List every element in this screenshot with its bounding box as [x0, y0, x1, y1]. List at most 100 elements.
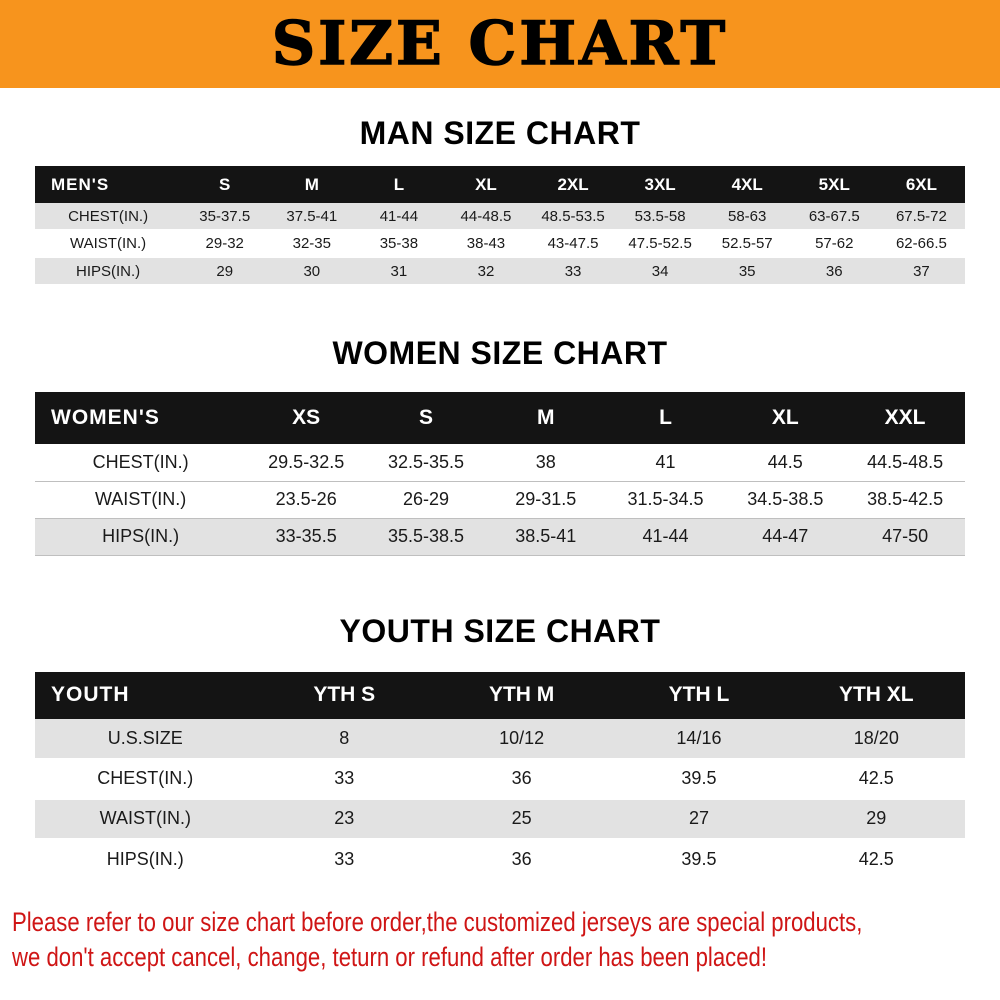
size-value: 31.5-34.5 — [627, 489, 704, 509]
table-title-cell: MEN'S — [35, 166, 182, 203]
size-value: 35-38 — [379, 235, 419, 252]
size-value: 31 — [390, 262, 408, 280]
size-value: 44.5 — [767, 451, 803, 472]
size-value: 29 — [216, 262, 234, 280]
column-header: YTH L — [610, 671, 788, 719]
column-header: 2XL — [529, 166, 617, 203]
size-value: 48.5-53.5 — [541, 207, 605, 225]
size-value: 29.5-32.5 — [268, 451, 345, 472]
column-header: XXL — [845, 392, 965, 444]
size-chart-banner: SIZE CHART — [0, 0, 1000, 88]
column-header: YTH XL — [787, 671, 965, 719]
size-value: 36 — [825, 262, 843, 280]
table-title-cell: WOMEN'S — [35, 392, 247, 444]
table-row: HIPS(IN.) 33 36 39.5 42.5 — [35, 838, 965, 879]
size-value: 42.5 — [858, 848, 894, 869]
table-row: HIPS(IN.) 33-35.5 35.5-38.5 38.5-41 41-44 44-… — [35, 518, 965, 555]
size-value: 35-37.5 — [199, 207, 251, 225]
footer-note: Please refer to our size chart before or… — [0, 905, 1000, 976]
size-table: WOMEN'S XS S M L XL XXL CHEST(IN.) 29.5-32.5 32.5… — [35, 392, 965, 556]
size-value: 29-31.5 — [515, 489, 577, 509]
column-header: 3XL — [616, 166, 704, 203]
size-value: 33 — [334, 848, 355, 869]
banner-title: SIZE CHART — [271, 9, 729, 79]
size-value: 35.5-38.5 — [387, 526, 464, 546]
column-header: 4XL — [703, 166, 791, 203]
size-value: 67.5-72 — [895, 207, 947, 225]
size-value: 41 — [655, 451, 676, 472]
size-value: 44-48.5 — [460, 207, 512, 225]
size-table: YOUTH YTH S YTH M YTH L YTH XL U.S.SIZE 8 10/12… — [35, 671, 965, 879]
column-header: 5XL — [790, 166, 878, 203]
women-size-table: WOMEN'S XS S M L XL XXL CHEST(IN.) 29.5-32.5 32.5… — [35, 392, 965, 556]
size-value: 58-63 — [728, 207, 767, 225]
row-label: WAIST(IN.) — [99, 808, 191, 828]
row-label: CHEST(IN.) — [68, 207, 149, 225]
size-value: 57-62 — [815, 235, 854, 252]
column-header: XL — [725, 392, 846, 444]
footer-line-2: we don't accept cancel, change, teturn o… — [12, 942, 768, 973]
table-row: CHEST(IN.) 29.5-32.5 32.5-35.5 38 41 44.5 44.5… — [35, 444, 965, 481]
column-header: XS — [246, 392, 367, 444]
footer-line-1: Please refer to our size chart before or… — [12, 906, 863, 937]
row-label: HIPS(IN.) — [106, 848, 184, 869]
row-label: HIPS(IN.) — [76, 262, 141, 280]
column-header: XL — [442, 166, 530, 203]
column-header: L — [355, 166, 443, 203]
size-value: 29-32 — [205, 235, 244, 252]
size-value: 23 — [334, 808, 355, 828]
column-header: YTH S — [255, 671, 433, 719]
size-value: 39.5 — [681, 848, 717, 869]
size-value: 62-66.5 — [895, 235, 947, 252]
size-value: 43-47.5 — [547, 235, 599, 252]
size-value: 41-44 — [379, 207, 419, 225]
size-value: 34 — [651, 262, 669, 280]
row-label: WAIST(IN.) — [94, 489, 187, 509]
size-value: 63-67.5 — [808, 207, 860, 225]
size-value: 32-35 — [292, 235, 331, 252]
size-value: 8 — [339, 727, 350, 748]
size-value: 38.5-42.5 — [867, 489, 944, 509]
size-value: 34.5-38.5 — [747, 489, 824, 509]
youth-section-heading: YOUTH SIZE CHART — [339, 612, 661, 649]
row-label: CHEST(IN.) — [92, 451, 189, 472]
size-value: 47-50 — [882, 526, 929, 546]
size-value: 44-47 — [762, 526, 809, 546]
column-header: YTH M — [432, 671, 611, 719]
size-value: 37 — [913, 262, 930, 280]
table-row: CHEST(IN.) 33 36 39.5 42.5 — [35, 758, 965, 799]
column-header: M — [268, 166, 356, 203]
size-value: 42.5 — [858, 768, 894, 788]
man-size-section: MAN SIZE CHART MEN'S S M L XL 2XL 3XL 4XL 5XL 6XL… — [0, 114, 1000, 284]
size-value: 33 — [564, 262, 582, 280]
row-label: CHEST(IN.) — [97, 768, 194, 788]
size-table: MEN'S S M L XL 2XL 3XL 4XL 5XL 6XL CHEST(IN.) 35-37… — [35, 166, 965, 284]
table-row: WAIST(IN.) 23 25 27 29 — [35, 798, 965, 839]
size-value: 36 — [511, 768, 532, 788]
table-title-cell: YOUTH — [35, 671, 256, 719]
women-size-section: WOMEN SIZE CHART WOMEN'S XS S M L XL XXL CHEST(… — [0, 334, 1000, 556]
size-value: 38.5-41 — [515, 526, 577, 546]
table-row: HIPS(IN.) 29 30 31 32 33 34 35 36 37 — [35, 257, 965, 284]
size-value: 33-35.5 — [275, 526, 337, 546]
table-row: CHEST(IN.) 35-37.5 37.5-41 41-44 44-48.5 48.5… — [35, 203, 965, 230]
table-row: U.S.SIZE 8 10/12 14/16 18/20 — [35, 718, 965, 759]
size-value: 37.5-41 — [286, 207, 338, 225]
size-value: 33 — [334, 768, 355, 788]
size-value: 10/12 — [499, 727, 545, 748]
column-header: M — [485, 392, 606, 444]
column-header: L — [605, 392, 726, 444]
column-header: S — [366, 392, 486, 444]
size-value: 39.5 — [681, 768, 717, 788]
youth-size-section: YOUTH SIZE CHART YOUTH YTH S YTH M YTH L YTH… — [0, 612, 1000, 879]
row-label: HIPS(IN.) — [102, 526, 180, 546]
women-section-heading: WOMEN SIZE CHART — [332, 335, 668, 371]
size-value: 44.5-48.5 — [867, 451, 944, 472]
size-value: 32.5-35.5 — [387, 451, 464, 472]
size-value: 32 — [477, 262, 495, 280]
size-value: 38-43 — [466, 235, 506, 252]
size-value: 14/16 — [676, 727, 722, 748]
size-value: 30 — [303, 262, 321, 280]
size-value: 35 — [738, 262, 756, 280]
size-value: 23.5-26 — [275, 489, 337, 509]
